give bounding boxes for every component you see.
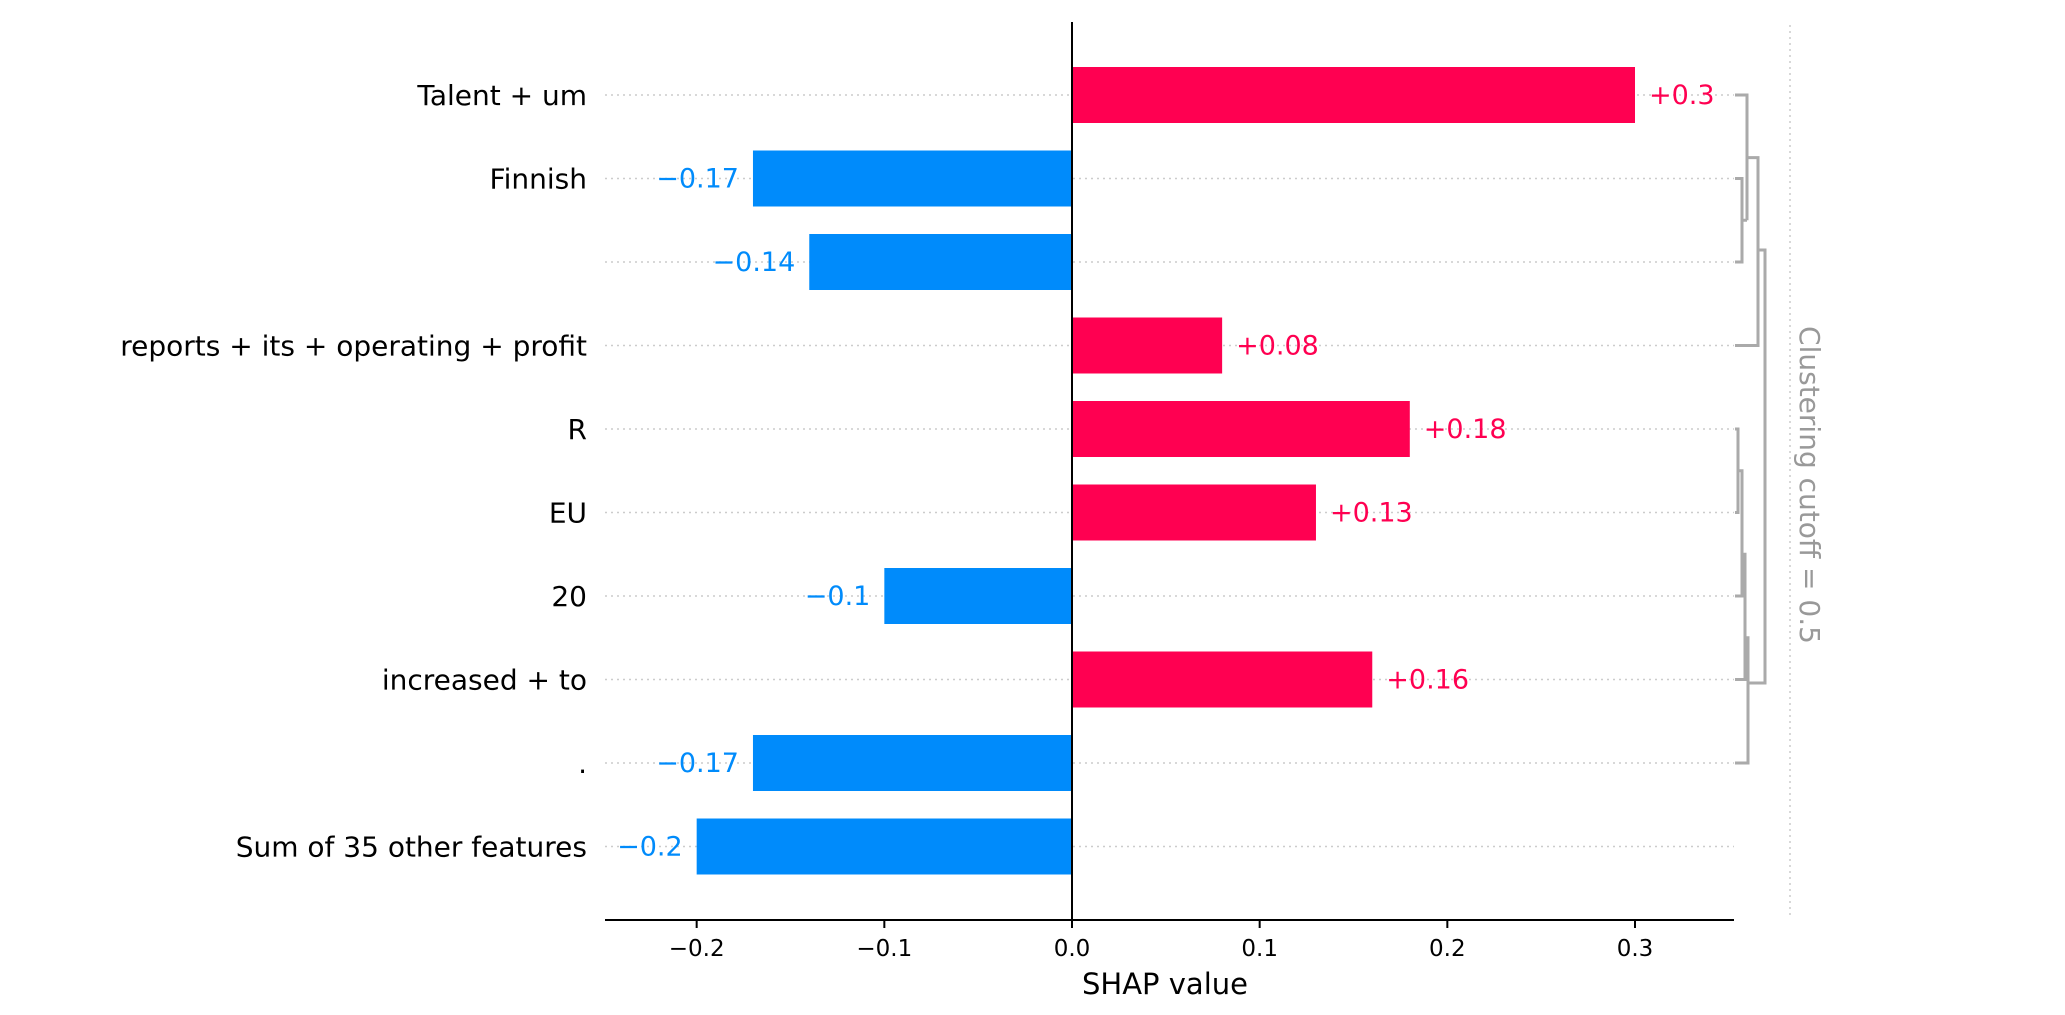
dendrogram-branch [1748,248,1767,685]
value-label: −0.17 [656,164,739,195]
value-label: +0.08 [1236,331,1319,362]
feature-label: EU [549,497,587,530]
bars [696,67,1635,875]
feature-label: . [578,747,587,780]
x-tick-label: 0.2 [1429,936,1466,962]
value-label: −0.2 [617,832,683,863]
dendrogram-branch [1735,469,1744,598]
dendrogram-branch [1735,636,1750,765]
value-label: +0.16 [1386,665,1469,696]
dendrogram-branch [1735,177,1744,264]
x-axis-title: SHAP value [1082,967,1248,1001]
value-label: +0.13 [1330,498,1413,529]
bar [1072,484,1316,541]
bar [1072,651,1373,708]
value-label: −0.17 [656,748,739,779]
bar [809,234,1072,290]
x-tick-label: −0.2 [669,936,725,962]
value-label: −0.14 [713,247,796,278]
bar [1072,317,1223,374]
x-tick-label: 0.0 [1054,936,1091,962]
feature-labels: Talent + um Finnish reports + its + operat… [120,79,587,864]
bar [696,818,1072,875]
feature-label: Talent + um [416,79,587,112]
clustering-cutoff-label: Clustering cutoff = 0.5 [1793,326,1826,644]
value-label: −0.1 [805,581,871,612]
feature-label: Finnish [490,163,587,196]
feature-label: reports + its + operating + profit [120,330,587,363]
dendrogram-branch [1735,93,1749,221]
bar [884,568,1072,624]
x-axis: −0.2 −0.1 0.0 0.1 0.2 0.3 [605,919,1734,962]
feature-label: Sum of 35 other features [236,831,587,864]
value-labels: +0.3 −0.17 −0.14 +0.08 +0.18 +0.13 −0.1 +0.16 −0… [617,80,1714,863]
x-tick-label: −0.1 [856,936,912,962]
bar [752,735,1072,791]
bar [1072,67,1635,123]
x-tick-label: 0.1 [1241,936,1278,962]
dendrogram-branch [1735,552,1747,681]
x-tick-label: 0.3 [1617,936,1654,962]
dendrogram-branch [1735,156,1760,347]
grid-lines [605,94,1734,848]
feature-label: R [568,413,587,446]
value-label: +0.18 [1424,414,1507,445]
clustering-dendrogram [1735,25,1791,918]
feature-label: increased + to [382,664,587,697]
feature-label: 20 [551,580,587,613]
bar [1072,401,1410,457]
bar [752,150,1072,207]
value-label: +0.3 [1649,80,1715,111]
dendrogram-branch [1735,427,1740,514]
